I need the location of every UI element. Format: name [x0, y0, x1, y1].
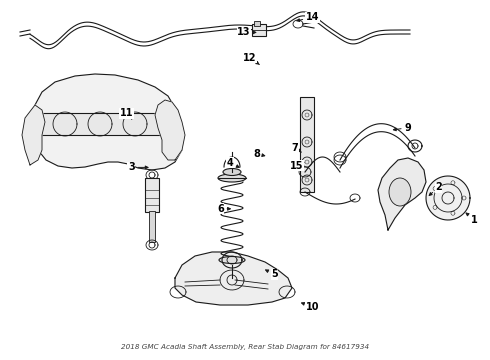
Bar	[35, 113, 175, 135]
Text: 3: 3	[128, 162, 148, 172]
Bar	[254, 21, 260, 26]
Text: 11: 11	[120, 108, 133, 119]
Polygon shape	[22, 105, 45, 165]
Polygon shape	[175, 252, 292, 305]
Bar	[300, 97, 314, 192]
Text: 5: 5	[266, 269, 278, 279]
Polygon shape	[155, 100, 185, 160]
Text: 14: 14	[297, 12, 319, 22]
Ellipse shape	[223, 168, 241, 175]
Text: 4: 4	[227, 158, 239, 168]
Ellipse shape	[389, 178, 411, 206]
Text: 2018 GMC Acadia Shaft Assembly, Rear Stab Diagram for 84617934: 2018 GMC Acadia Shaft Assembly, Rear Sta…	[121, 344, 369, 350]
Bar	[252, 24, 266, 36]
Text: 1: 1	[466, 213, 478, 225]
Ellipse shape	[218, 174, 246, 182]
Bar	[145, 178, 159, 212]
Polygon shape	[30, 74, 182, 170]
Polygon shape	[378, 158, 426, 230]
Text: 8: 8	[254, 149, 265, 159]
Text: 13: 13	[237, 27, 256, 37]
Circle shape	[426, 176, 470, 220]
Bar	[149, 211, 155, 242]
Text: 10: 10	[301, 302, 319, 312]
Ellipse shape	[219, 256, 245, 264]
Text: 15: 15	[290, 161, 304, 171]
Text: 2: 2	[429, 182, 442, 195]
Text: 7: 7	[292, 143, 301, 153]
Text: 6: 6	[217, 204, 230, 214]
Text: 12: 12	[243, 53, 259, 64]
Text: 9: 9	[393, 123, 411, 133]
